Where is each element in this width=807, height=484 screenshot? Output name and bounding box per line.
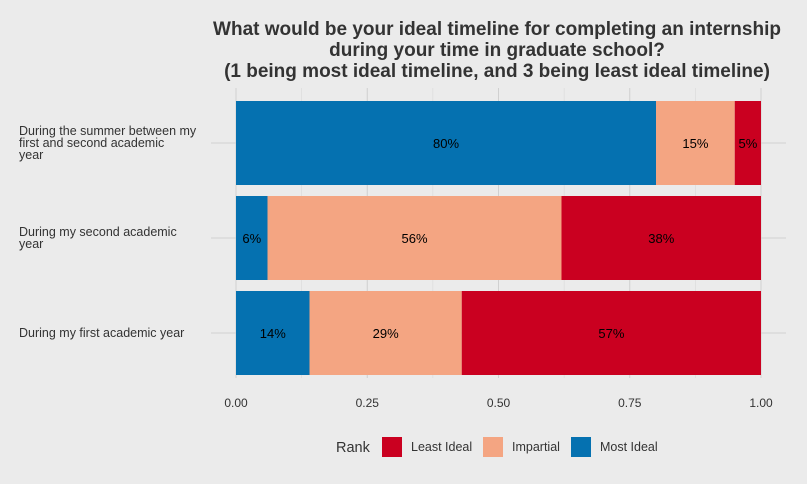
category-label: year [19, 237, 43, 251]
bar-segment [561, 196, 761, 280]
x-tick-label: 0.25 [356, 396, 380, 410]
bar-segment [236, 101, 656, 185]
bar-segment [236, 196, 268, 280]
bar-value-label: 5% [738, 136, 757, 151]
bar-value-label: 80% [433, 136, 459, 151]
chart-title: What would be your ideal timeline for co… [213, 19, 781, 82]
bar-segment [267, 196, 562, 280]
legend-title: Rank [336, 440, 371, 456]
bar-value-label: 14% [260, 326, 286, 341]
legend-label: Least Ideal [411, 440, 472, 454]
bar-segment [656, 101, 735, 185]
category-label: year [19, 148, 43, 162]
bar-segment [309, 291, 462, 375]
bar-value-label: 56% [401, 231, 427, 246]
bar-value-label: 38% [648, 231, 674, 246]
x-tick-label: 0.50 [487, 396, 511, 410]
x-tick-label: 1.00 [749, 396, 773, 410]
category-label: During the summer between my [19, 124, 197, 138]
legend-label: Impartial [512, 440, 560, 454]
x-axis-tick-labels: 0.00 0.25 0.50 0.75 1.00 [224, 396, 773, 410]
bar-value-label: 15% [682, 136, 708, 151]
chart-title-line: What would be your ideal timeline for co… [213, 19, 781, 40]
legend-swatch [483, 437, 503, 457]
x-tick-label: 0.00 [224, 396, 248, 410]
x-tick-label: 0.75 [618, 396, 642, 410]
bar-value-label: 6% [242, 231, 261, 246]
bars [236, 101, 761, 375]
chart-title-line: (1 being most ideal timeline, and 3 bein… [224, 61, 770, 82]
bar-segment [236, 291, 310, 375]
bar-value-label: 57% [598, 326, 624, 341]
category-label: During my second academic [19, 225, 177, 239]
legend: Rank Least Ideal Impartial Most Ideal [336, 437, 658, 457]
bar-segment [461, 291, 761, 375]
legend-label: Most Ideal [600, 440, 658, 454]
category-label: first and second academic [19, 136, 164, 150]
legend-swatch [571, 437, 591, 457]
bar-segment [734, 101, 761, 185]
chart-title-line: during your time in graduate school? [329, 40, 665, 61]
category-label: During my first academic year [19, 326, 184, 340]
legend-swatch [382, 437, 402, 457]
bar-labels: 80% 15% 5% 6% 56% 38% 14% 29% 57% [242, 136, 757, 341]
bar-value-label: 29% [373, 326, 399, 341]
